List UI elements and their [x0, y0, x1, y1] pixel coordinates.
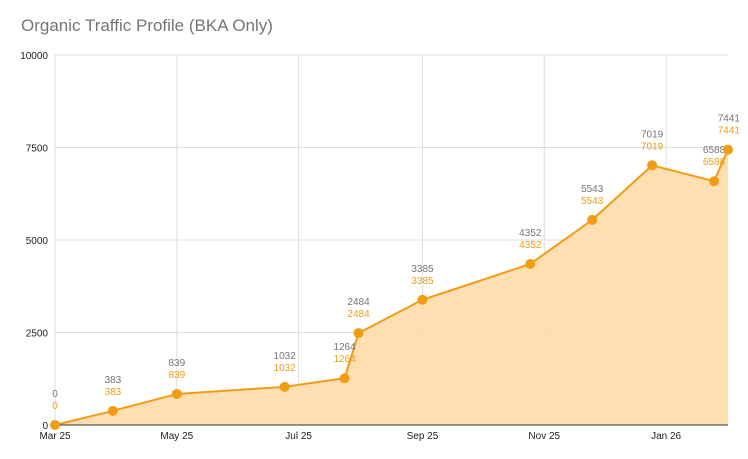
data-point [107, 405, 118, 416]
data-label-series: 0 [52, 401, 58, 412]
data-label: 3385 [411, 264, 434, 275]
x-tick-label: May 25 [160, 431, 193, 442]
data-point [339, 373, 350, 384]
data-label: 0 [52, 389, 58, 400]
data-label: 1264 [333, 342, 356, 353]
series-line [54, 149, 729, 426]
data-label-series: 3385 [411, 276, 434, 287]
data-label: 7019 [641, 129, 664, 140]
data-point [50, 420, 60, 430]
x-tick-label: Mar 25 [39, 431, 71, 442]
data-point [647, 160, 658, 171]
data-label: 6588 [703, 145, 726, 156]
data-label-series: 7441 [718, 126, 741, 137]
y-tick-label: 0 [42, 421, 48, 432]
data-point [525, 258, 536, 269]
x-tick-label: Nov 25 [528, 431, 560, 442]
chart-title: Organic Traffic Profile (BKA Only) [21, 16, 273, 35]
data-label-series: 383 [105, 387, 122, 398]
y-tick-label: 5000 [26, 236, 49, 247]
x-tick-label: Jul 25 [285, 431, 312, 442]
data-label: 5543 [581, 184, 604, 195]
y-tick-label: 7500 [26, 144, 49, 155]
data-label-series: 1032 [274, 363, 297, 374]
x-tick-label: Jan 26 [651, 431, 681, 442]
data-label-series: 2484 [347, 309, 370, 320]
area-fill [55, 149, 728, 426]
y-tick-label: 10000 [20, 51, 48, 62]
data-label-series: 7019 [641, 141, 664, 152]
data-point [417, 294, 428, 305]
data-label: 383 [105, 375, 122, 386]
data-point [723, 144, 733, 155]
data-point [353, 328, 364, 339]
data-point [587, 214, 598, 225]
data-label-series: 4352 [519, 240, 542, 251]
data-label-series: 6588 [703, 157, 726, 168]
data-point [709, 176, 720, 187]
data-label-series: 839 [168, 370, 185, 381]
data-label-series: 5543 [581, 196, 604, 207]
data-point [171, 388, 182, 399]
data-label: 2484 [347, 297, 370, 308]
data-label: 4352 [519, 228, 542, 239]
data-point [279, 381, 290, 392]
data-label-series: 1264 [333, 354, 356, 365]
x-tick-label: Sep 25 [407, 431, 439, 442]
data-label: 7441 [718, 114, 741, 125]
y-tick-label: 2500 [26, 329, 49, 340]
data-label: 1032 [274, 351, 297, 362]
data-label: 839 [168, 358, 185, 369]
